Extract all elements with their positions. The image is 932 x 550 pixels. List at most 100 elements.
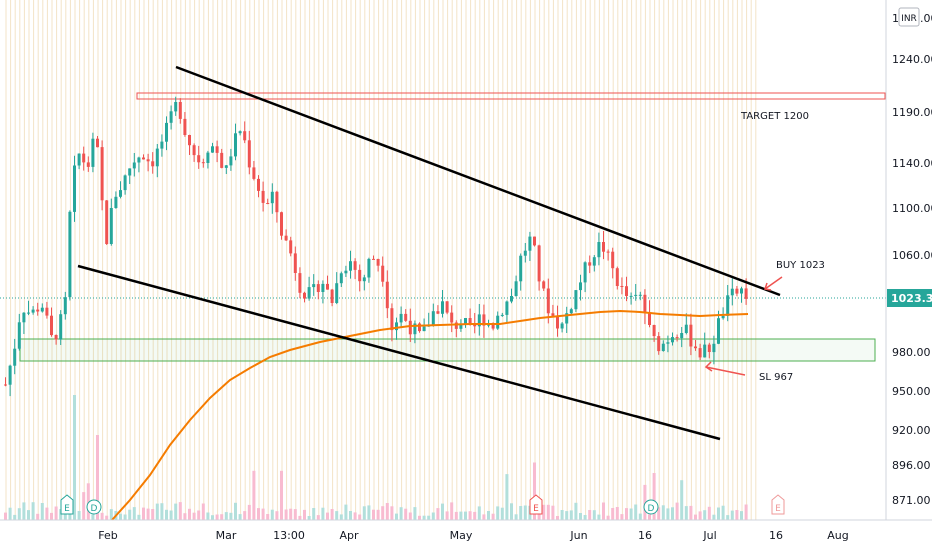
candle-body [730, 288, 734, 296]
volume-bar [560, 510, 564, 520]
candle-body [174, 102, 178, 112]
volume-bar [390, 506, 394, 520]
event-marker-letter: D [91, 504, 98, 514]
candle-body [293, 253, 297, 273]
volume-bar [565, 511, 569, 520]
candle-body [220, 152, 224, 168]
volume-bar [109, 509, 113, 520]
candle-body [358, 269, 362, 282]
candle-body [109, 208, 113, 244]
candle-body [73, 165, 76, 212]
y-tick-label: 1140.00 [892, 157, 932, 170]
volume-bar [178, 502, 182, 520]
volume-bar [418, 515, 421, 520]
candle-body [146, 159, 150, 162]
event-marker-d[interactable]: D [86, 499, 102, 515]
candle-body [257, 178, 260, 191]
event-marker-e[interactable]: E [771, 494, 785, 515]
x-tick-label: Aug [827, 529, 848, 542]
candle-body [592, 257, 596, 266]
x-tick-label: May [450, 529, 473, 542]
candle-body [165, 122, 168, 142]
volume-bar [404, 508, 408, 520]
x-tick-label: Feb [98, 529, 117, 542]
volume-bar [358, 514, 362, 520]
event-marker-d[interactable]: D [643, 499, 659, 515]
volume-bar [703, 510, 707, 520]
candle-body [289, 240, 293, 254]
volume-bar [100, 512, 104, 520]
candle-body [698, 348, 702, 358]
event-marker-letter: E [533, 504, 539, 514]
event-marker-e[interactable]: E [529, 494, 543, 515]
volume-bar [556, 516, 559, 520]
y-tick-label: 980.00 [892, 346, 931, 359]
candle-body [680, 333, 684, 339]
time-axis[interactable]: Feb Mar 13:00 Apr May Jun 16 Jul 16 Aug [0, 519, 932, 542]
volume-bar [717, 507, 720, 520]
x-tick-label: 16 [638, 529, 652, 542]
volume-bar [335, 511, 339, 520]
candle-body [119, 190, 122, 197]
volume-bar [96, 435, 99, 520]
price-zones [0, 92, 886, 362]
candle-body [326, 283, 329, 290]
candle-body [707, 344, 711, 352]
candle-body [661, 343, 665, 351]
lower-trendline [77, 264, 721, 441]
volume-bar [615, 507, 619, 520]
volume-bar [45, 507, 49, 520]
volume-bar [431, 512, 435, 520]
volume-bar [473, 511, 477, 520]
volume-bar [454, 511, 458, 520]
volume-bar [316, 515, 320, 520]
candle-body [192, 145, 196, 156]
volume-bar [280, 470, 283, 520]
event-marker-e[interactable]: E [60, 494, 74, 515]
candle-body [404, 313, 408, 321]
volume-bar [514, 514, 518, 520]
candle-body [450, 312, 454, 323]
candle-body [666, 342, 670, 344]
volume-bar [27, 510, 30, 520]
candle-body [652, 325, 656, 337]
volume-bar [82, 492, 86, 520]
candle-body [510, 296, 513, 302]
candle-body [330, 289, 334, 303]
moving-average [111, 309, 749, 521]
volume-bar [8, 507, 12, 520]
y-tick-label: 920.00 [892, 424, 931, 437]
volume-bar [638, 513, 642, 520]
candle-body [137, 157, 141, 163]
volume-bar [399, 507, 403, 520]
candle-body [675, 337, 679, 339]
y-tick-label: 871.00 [892, 494, 931, 507]
volume-bar [441, 503, 444, 520]
candle-body [744, 288, 748, 299]
sl-arrow [705, 366, 746, 376]
volume-bar [238, 514, 242, 520]
candle-body [565, 313, 569, 324]
candle-body [247, 140, 251, 168]
volume-bar [174, 503, 178, 520]
volume-bar [450, 502, 454, 520]
candle-body [169, 111, 173, 123]
volume-bar [132, 507, 136, 520]
sl-arrow-head [704, 361, 713, 372]
volume-bar [192, 512, 196, 520]
volume-bar [583, 515, 587, 520]
price-axis[interactable]: 1270.00INR1240.001190.001140.001100.0010… [885, 0, 932, 520]
volume-bar [666, 508, 670, 520]
candle-body [151, 161, 155, 167]
candle-body [431, 311, 435, 326]
candle-body [721, 315, 725, 319]
candle-body [537, 245, 541, 282]
dividend-marker-shape [86, 499, 102, 515]
candle-body [735, 288, 739, 294]
candle-body [482, 314, 486, 326]
candle-body [625, 286, 628, 296]
candle-body [381, 265, 385, 282]
volume-bar [721, 505, 725, 520]
